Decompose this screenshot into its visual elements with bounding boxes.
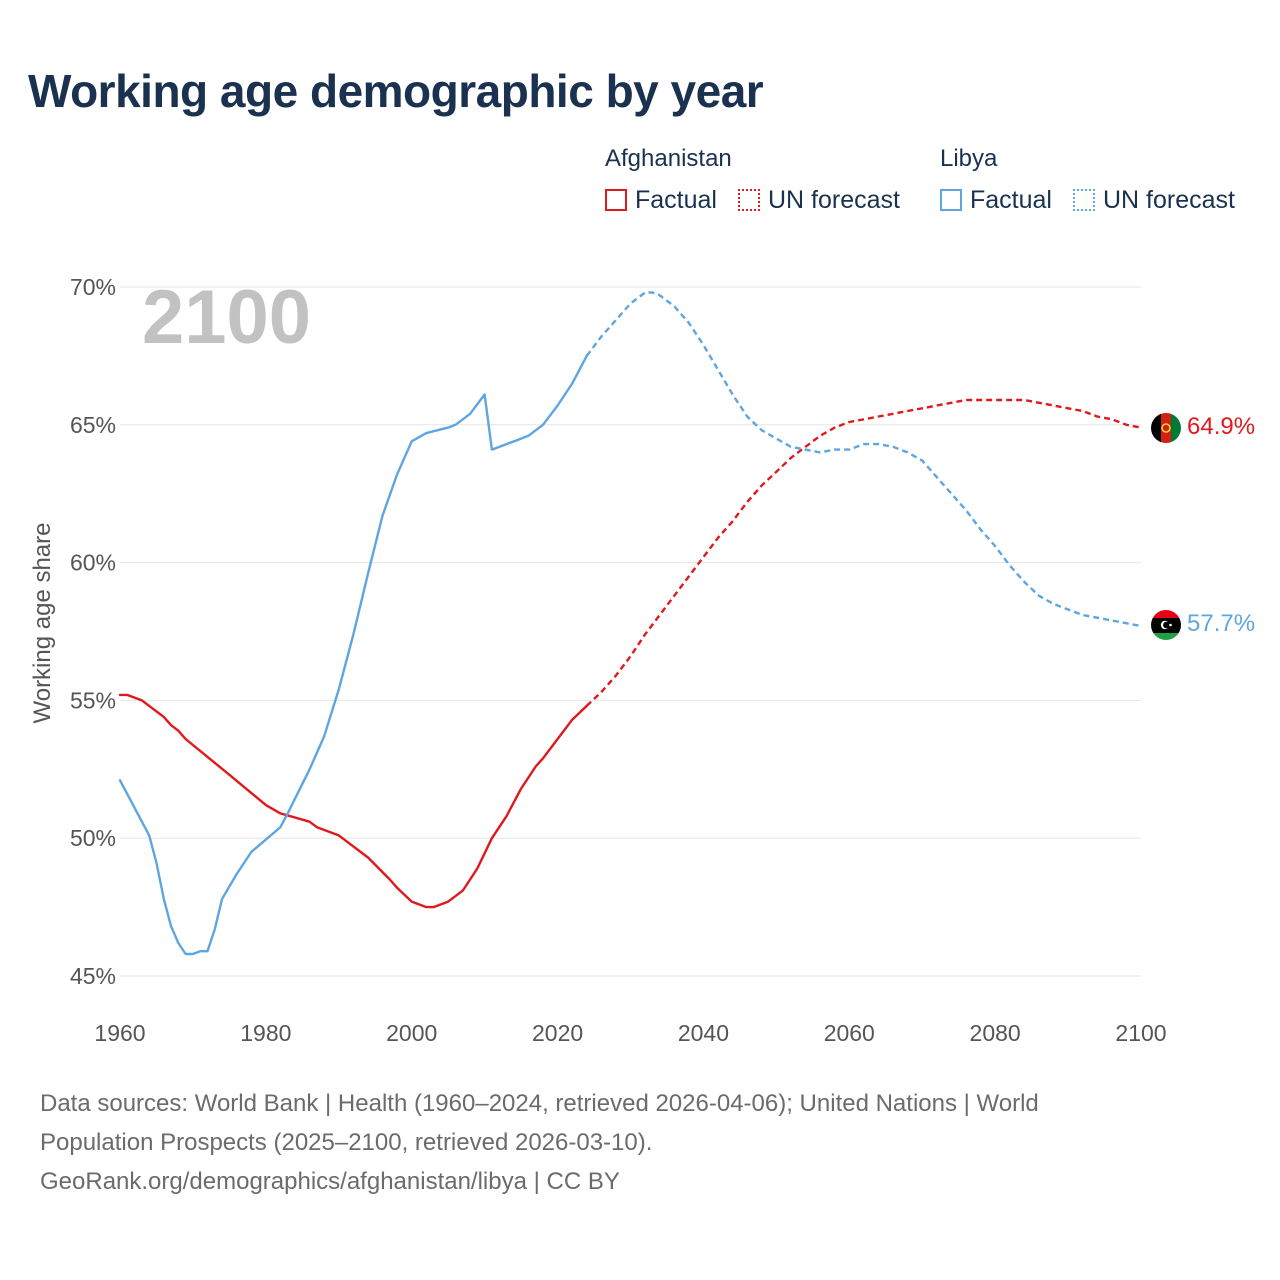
- legend-libya-forecast[interactable]: UN forecast: [1073, 185, 1235, 215]
- x-tick-label: 2000: [386, 1020, 437, 1046]
- libya-factual-line[interactable]: [118, 354, 588, 956]
- x-tick-label: 2040: [678, 1020, 729, 1046]
- y-tick-label: 45%: [70, 963, 116, 989]
- y-tick-label: 65%: [70, 412, 116, 438]
- libya-forecast-line[interactable]: [585, 291, 1142, 628]
- legend-label: UN forecast: [1103, 185, 1235, 214]
- series: [118, 291, 1142, 956]
- legend-label: Factual: [970, 185, 1052, 214]
- legend-afghanistan-forecast[interactable]: UN forecast: [738, 185, 900, 215]
- legend-swatch-libya-forecast: [1073, 189, 1095, 211]
- x-tick-label: 1960: [94, 1020, 145, 1046]
- y-tick-label: 50%: [70, 825, 116, 851]
- legend-afghanistan-factual[interactable]: Factual: [605, 185, 717, 215]
- legend-group-libya: Libya: [940, 145, 998, 172]
- afghanistan-flag-icon: [1151, 413, 1181, 443]
- footer-credit[interactable]: GeoRank.org/demographics/afghanistan/lib…: [40, 1168, 620, 1195]
- chart-title: Working age demographic by year: [28, 65, 764, 117]
- year-watermark: 2100: [142, 275, 311, 360]
- legend-label: UN forecast: [768, 185, 900, 214]
- afghanistan-end-label: 64.9%: [1187, 413, 1255, 440]
- legend-label: Factual: [635, 185, 717, 214]
- y-axis-label: Working age share: [29, 523, 56, 724]
- x-tick-label: 2060: [824, 1020, 875, 1046]
- x-tick-label: 2020: [532, 1020, 583, 1046]
- x-tick-label: 2100: [1115, 1020, 1166, 1046]
- grid: [120, 286, 1141, 977]
- x-tick-label: 1980: [240, 1020, 291, 1046]
- legend-swatch-libya-factual: [940, 189, 962, 211]
- footer-sources-line2: Population Prospects (2025–2100, retriev…: [40, 1129, 653, 1156]
- axes: 45% 50% 55% 60% 65% 70% 1960 1980 2000 2020 2040 20…: [70, 274, 1167, 1046]
- afghanistan-forecast-line[interactable]: [585, 398, 1142, 707]
- libya-end-label: 57.7%: [1187, 610, 1255, 637]
- x-tick-label: 2080: [970, 1020, 1021, 1046]
- afghanistan-factual-line[interactable]: [118, 693, 588, 909]
- libya-flag-icon: [1151, 610, 1181, 640]
- legend-group-afghanistan: Afghanistan: [605, 145, 732, 172]
- footer-sources-line1: Data sources: World Bank | Health (1960–…: [40, 1090, 1039, 1117]
- y-tick-label: 60%: [70, 550, 116, 576]
- legend-libya-factual[interactable]: Factual: [940, 185, 1052, 215]
- legend-swatch-afghanistan-forecast: [738, 189, 760, 211]
- legend-swatch-afghanistan-factual: [605, 189, 627, 211]
- y-tick-label: 55%: [70, 687, 116, 713]
- y-tick-label: 70%: [70, 274, 116, 300]
